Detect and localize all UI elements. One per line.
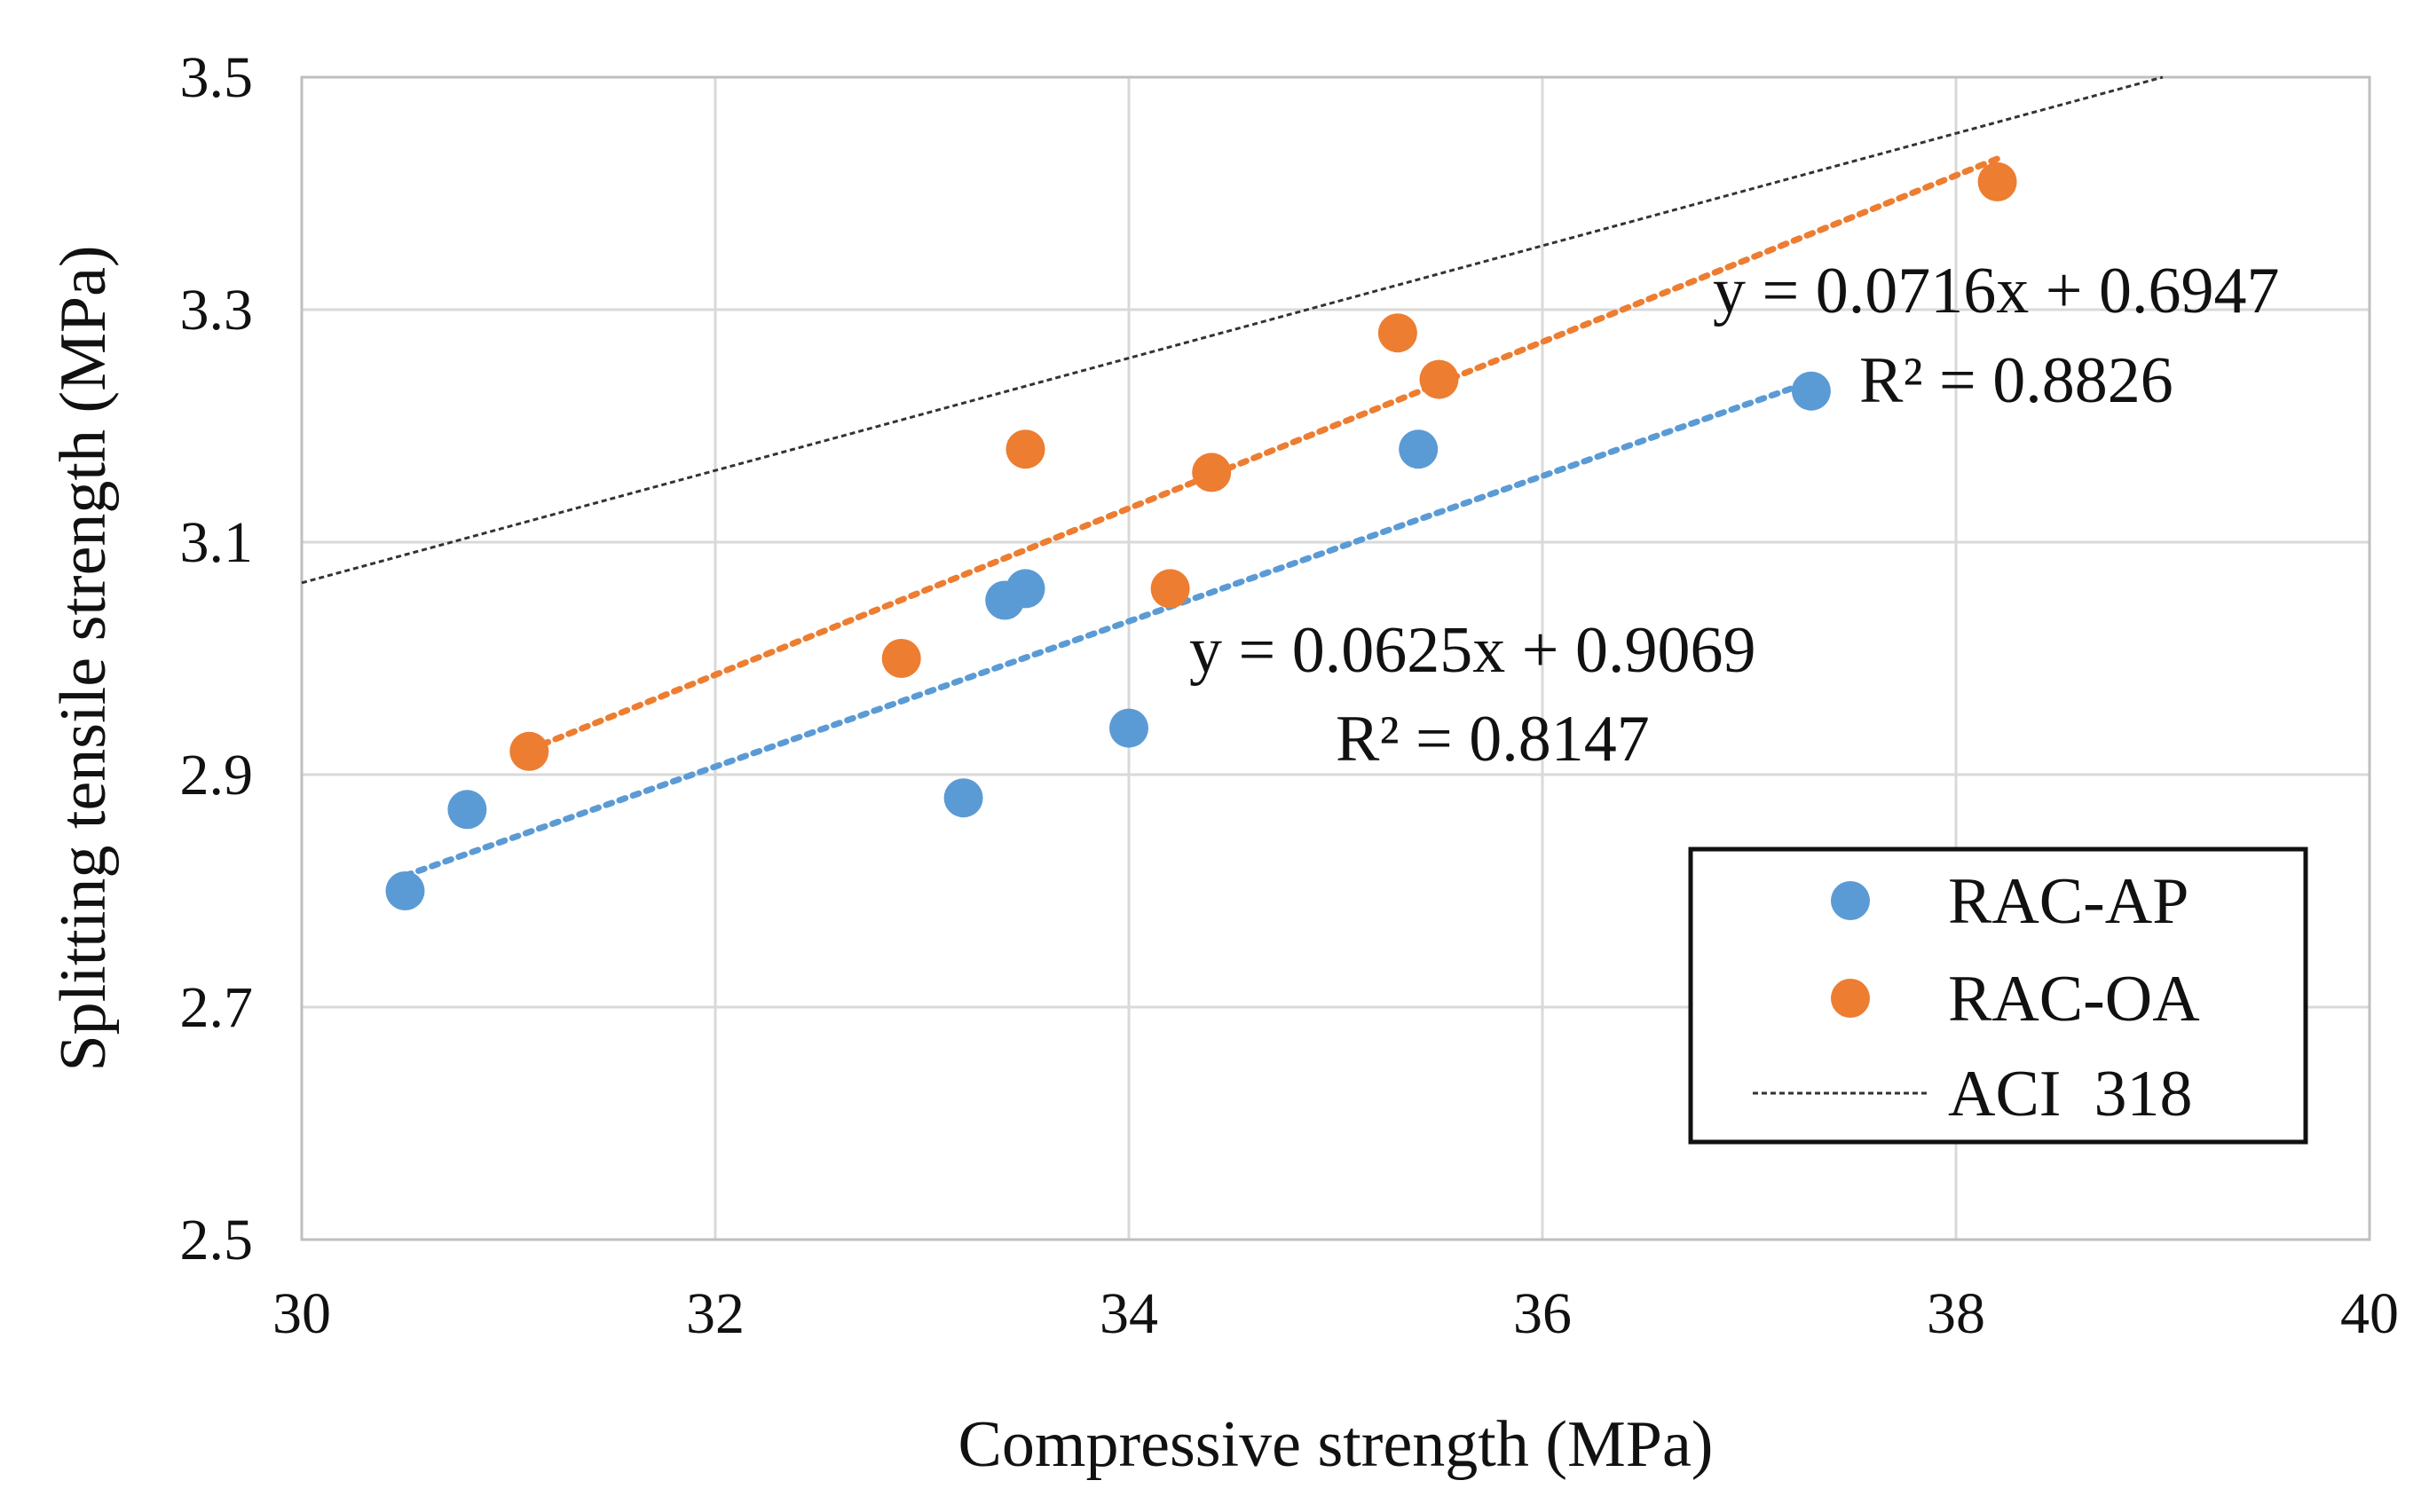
- legend-marker-rac-oa: [1831, 979, 1870, 1018]
- x-axis-title: Compressive strength (MPa): [958, 1408, 1714, 1481]
- y-axis-title: Splitting tensile strength (MPa): [47, 245, 120, 1071]
- rac-oa-point: [1192, 453, 1232, 492]
- legend-label-rac-oa: RAC-OA: [1948, 963, 2200, 1036]
- rac-ap-point: [943, 778, 983, 818]
- aci-318-line: [301, 75, 2164, 585]
- rac-ap-trendline: [402, 378, 1815, 879]
- rac-oa-point: [881, 639, 921, 678]
- rac-oa-point: [1977, 161, 2017, 201]
- rac-oa-point: [1150, 569, 1190, 609]
- rac-ap-point: [1109, 708, 1148, 748]
- rac-ap-point: [1006, 569, 1045, 609]
- rac-oa-point: [509, 731, 549, 771]
- rac-ap-point: [1791, 371, 1831, 411]
- x-tick-label: 40: [2340, 1281, 2399, 1346]
- x-tick-label: 38: [1927, 1281, 1985, 1346]
- rac-oa-trendline: [525, 155, 2001, 753]
- legend-label-rac-ap: RAC-AP: [1948, 865, 2188, 938]
- rac-ap-trendline-r2: R² = 0.8147: [1336, 703, 1650, 776]
- rac-oa-trendline-r2: R² = 0.8826: [1859, 344, 2173, 417]
- rac-ap-point: [447, 790, 487, 830]
- y-tick-label: 3.3: [180, 278, 254, 343]
- x-tick-label: 32: [686, 1281, 745, 1346]
- series-layer: [301, 75, 2164, 910]
- plot-area-border: [300, 75, 2371, 1241]
- rac-ap-point: [385, 871, 425, 910]
- x-tick-label: 34: [1100, 1281, 1158, 1346]
- x-tick-label: 36: [1513, 1281, 1572, 1346]
- rac-oa-point: [1006, 429, 1045, 469]
- rac-oa-trendline-equation: y = 0.0716x + 0.6947: [1713, 255, 2279, 327]
- rac-ap-trendline-equation: y = 0.0625x + 0.9069: [1189, 614, 1755, 687]
- rac-oa-point: [1419, 359, 1459, 399]
- rac-oa-point: [1377, 313, 1417, 353]
- x-tick-label: 30: [272, 1281, 331, 1346]
- tick-labels: 30 32 34 36 38 40 2.5 2.7 2.9 3.1 3.3 3.5: [180, 45, 2400, 1346]
- y-tick-label: 2.5: [180, 1208, 254, 1272]
- y-tick-label: 3.1: [180, 510, 254, 575]
- y-tick-label: 3.5: [180, 45, 254, 110]
- legend-label-aci-318: ACI 318: [1948, 1058, 2192, 1130]
- y-tick-label: 2.7: [180, 975, 254, 1040]
- legend: RAC-AP RAC-OA ACI 318: [1688, 847, 2308, 1145]
- y-tick-label: 2.9: [180, 743, 254, 807]
- rac-ap-point: [1399, 429, 1439, 469]
- legend-marker-rac-ap: [1831, 881, 1870, 920]
